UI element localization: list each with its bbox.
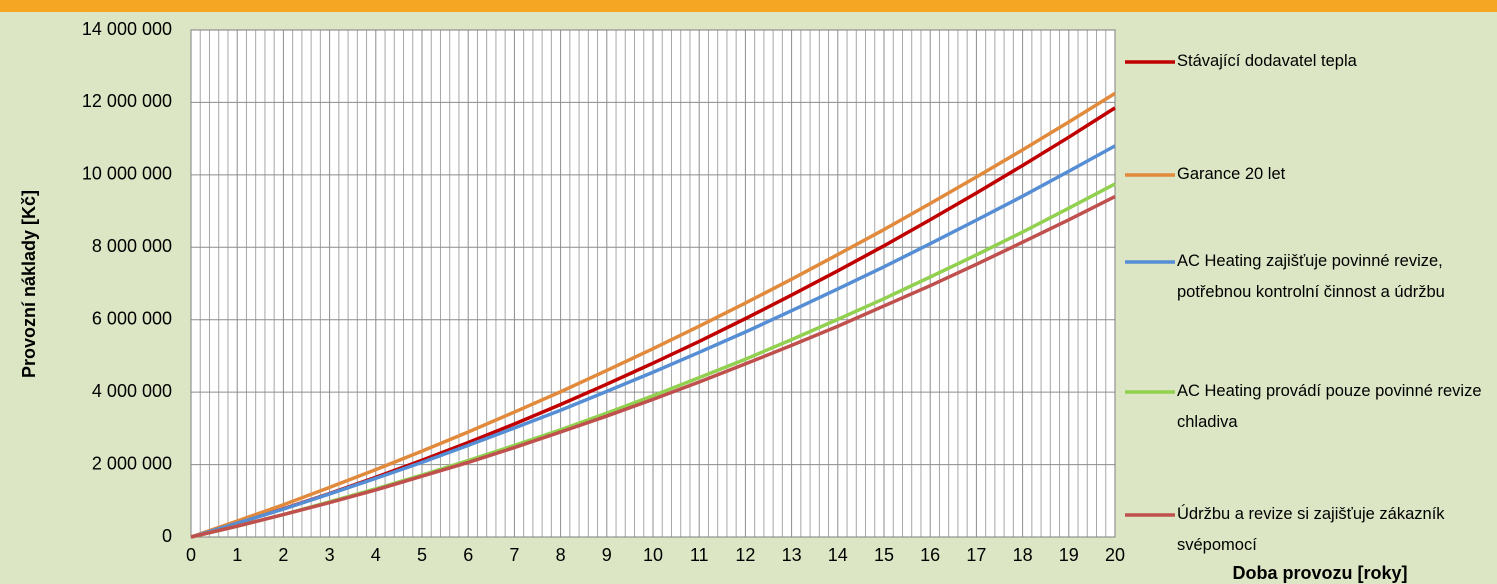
y-tick-label: 10 000 000 xyxy=(82,164,172,184)
x-tick-label: 7 xyxy=(509,545,519,565)
legend-label: Údržbu a revize si zajišťuje zákazník sv… xyxy=(1177,505,1445,554)
x-tick-label: 8 xyxy=(556,545,566,565)
y-tick-label: 0 xyxy=(162,526,172,546)
y-tick-label: 4 000 000 xyxy=(92,381,172,401)
y-axis-label: Provozní náklady [Kč] xyxy=(19,190,39,378)
x-tick-label: 19 xyxy=(1059,545,1079,565)
y-tick-label: 6 000 000 xyxy=(92,308,172,328)
x-tick-label: 10 xyxy=(643,545,663,565)
y-tick-label: 8 000 000 xyxy=(92,236,172,256)
x-tick-label: 0 xyxy=(186,545,196,565)
legend-label: Stávající dodavatel tepla xyxy=(1177,52,1357,70)
x-tick-label: 4 xyxy=(371,545,381,565)
x-tick-label: 5 xyxy=(417,545,427,565)
series-line xyxy=(190,91,1116,539)
x-tick-label: 13 xyxy=(782,545,802,565)
x-tick-label: 17 xyxy=(966,545,986,565)
x-tick-label: 16 xyxy=(920,545,940,565)
legend-label: AC Heating provádí pouze povinné revize … xyxy=(1177,382,1482,431)
y-tick-label: 2 000 000 xyxy=(92,453,172,473)
x-tick-label: 18 xyxy=(1013,545,1033,565)
header-bar xyxy=(0,0,1497,12)
x-tick-label: 11 xyxy=(690,545,709,565)
legend-label: AC Heating zajišťuje povinné revize, pot… xyxy=(1177,252,1445,301)
plot-border xyxy=(190,29,1116,538)
y-tick-label: 14 000 000 xyxy=(82,19,172,39)
y-tick-label: 12 000 000 xyxy=(82,91,172,111)
x-tick-label: 1 xyxy=(232,545,242,565)
series-line xyxy=(190,144,1116,539)
x-tick-label: 6 xyxy=(463,545,473,565)
x-tick-label: 2 xyxy=(278,545,288,565)
x-tick-label: 9 xyxy=(602,545,612,565)
x-tick-label: 20 xyxy=(1105,545,1125,565)
series-line xyxy=(190,195,1116,539)
legend-label: Garance 20 let xyxy=(1177,165,1286,183)
x-tick-label: 3 xyxy=(325,545,335,565)
x-tick-label: 14 xyxy=(828,545,848,565)
x-axis-label: Doba provozu [roky] xyxy=(1232,563,1407,583)
x-tick-label: 12 xyxy=(735,545,755,565)
x-tick-label: 15 xyxy=(874,545,894,565)
